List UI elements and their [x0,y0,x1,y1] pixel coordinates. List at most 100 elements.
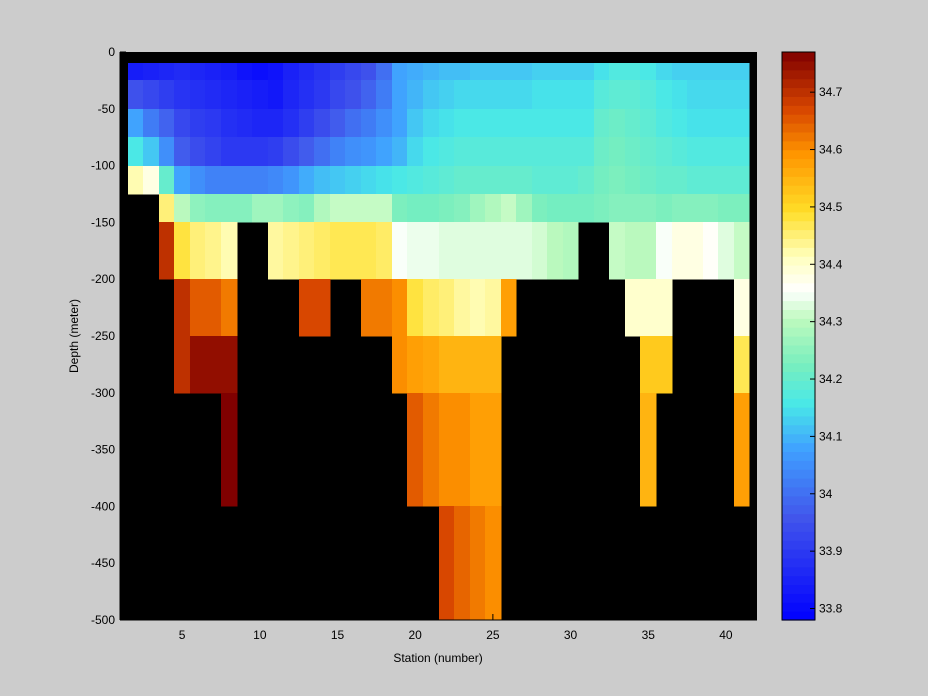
heatmap-cell [672,194,688,223]
heatmap-cell [159,194,175,223]
heatmap-cell [392,336,408,394]
colorbar-swatch [782,398,815,408]
heatmap-cell [376,63,393,81]
heatmap-cell [268,222,284,280]
x-tick-label: 5 [179,628,186,642]
heatmap-cell [656,336,673,394]
heatmap-cell [423,393,440,507]
heatmap-cell [268,63,284,81]
heatmap-cell [205,63,222,81]
heatmap-cell [423,109,440,138]
heatmap-cell [376,80,393,110]
colorbar-swatch [782,60,815,71]
heatmap-cell [143,63,160,81]
heatmap-cell [439,63,455,81]
heatmap-cell [439,194,455,223]
colorbar-swatch [782,96,815,106]
y-tick-label: -300 [91,386,115,400]
heatmap-cell [407,279,424,337]
heatmap-cell [609,63,626,81]
heatmap-cell [594,194,610,223]
heatmap-cells [128,63,750,621]
colorbar-swatch [782,300,815,310]
heatmap-cell [485,279,502,337]
heatmap-cell [656,194,673,223]
heatmap-cell [221,393,238,507]
heatmap-cell [516,166,533,195]
heatmap-cell [268,166,284,195]
colorbar-swatch [782,220,815,231]
heatmap-cell [252,109,269,138]
heatmap-cell [485,80,502,110]
heatmap-cell [190,109,206,138]
heatmap-cell [205,137,222,167]
heatmap-cell [361,194,377,223]
heatmap-cell [190,166,206,195]
x-tick-label: 20 [409,628,423,642]
heatmap-cell [221,80,238,110]
heatmap-cell [299,63,315,81]
heatmap-cell [454,222,471,280]
heatmap-cell [454,393,471,507]
heatmap-cell [516,80,533,110]
heatmap-cell [578,80,595,110]
heatmap-cell [687,194,704,223]
x-tick-label: 10 [253,628,267,642]
heatmap-cell [656,166,673,195]
heatmap-cell [376,194,393,223]
colorbar-swatch [782,371,815,381]
heatmap-cell [563,109,579,138]
heatmap-cell [718,63,735,81]
heatmap-cell [299,80,315,110]
heatmap-cell [640,80,657,110]
heatmap-cell [159,63,175,81]
colorbar-swatch [782,273,815,284]
heatmap-cell [143,166,160,195]
heatmap-cell [190,279,206,337]
heatmap-cell [454,137,471,167]
heatmap-cell [547,137,564,167]
heatmap-cell [609,137,626,167]
colorbar-swatch [782,176,815,186]
colorbar-swatch [782,344,815,355]
heatmap-cell [640,393,657,507]
colorbar-swatch [782,211,815,222]
heatmap-cell [361,80,377,110]
heatmap-cell [532,80,548,110]
heatmap-cell [392,63,408,81]
colorbar-tick-label: 34 [819,487,833,501]
heatmap-cell [609,109,626,138]
heatmap-cell [485,336,502,394]
heatmap-cell [423,222,440,280]
colorbar-frame [781,51,816,621]
heatmap-cell [159,109,175,138]
heatmap-cell [143,80,160,110]
heatmap-cell [407,109,424,138]
heatmap-cell [609,80,626,110]
heatmap-cell [423,279,440,337]
heatmap-cell [734,194,750,223]
heatmap-cell [423,80,440,110]
heatmap-cell [703,109,719,138]
y-tick-label: -400 [91,499,115,513]
heatmap-cell [190,63,206,81]
heatmap-cell [454,109,471,138]
colorbar-swatch [782,611,815,621]
colorbar-swatch [782,566,815,577]
colorbar: 33.8 33.9 34 34.1 34.2 34.3 34.4 34.5 34.6 34.7 [781,51,843,621]
colorbar-swatch [782,229,815,239]
heatmap-cell [314,109,331,138]
x-tick-label: 25 [486,628,500,642]
y-axis: 0 -50 -100 -150 -200 -250 -300 -350 -400 -450 -500 [91,45,126,627]
colorbar-swatch [782,362,815,373]
heatmap-cell [532,63,548,81]
x-tick-label: 30 [564,628,578,642]
heatmap-cell [314,222,331,280]
heatmap-cell [532,109,548,138]
colorbar-swatch [782,593,815,603]
heatmap-cell [734,137,750,167]
heatmap-cell [439,166,455,195]
colorbar-swatch [782,291,815,302]
heatmap-cell [656,63,673,81]
heatmap-cell [470,336,486,394]
